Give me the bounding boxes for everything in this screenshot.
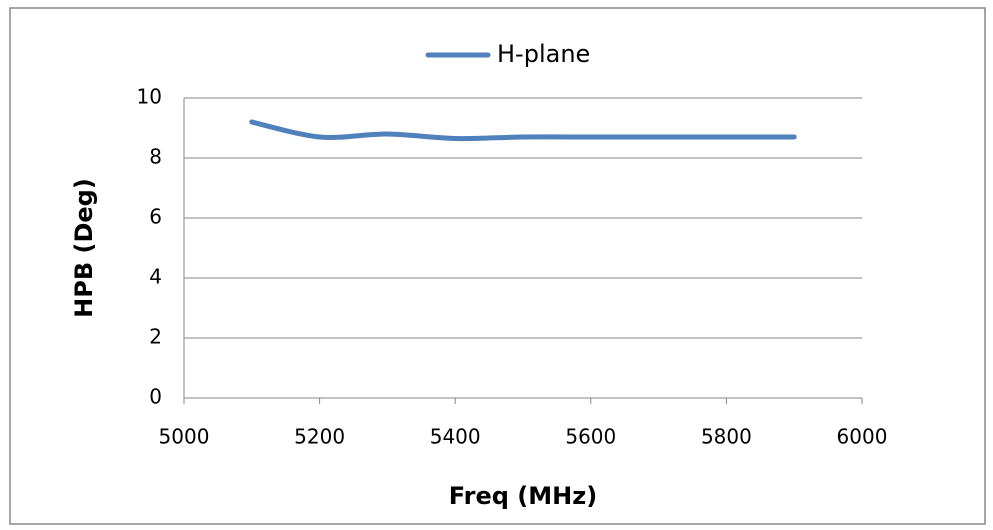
x-tick-label: 5200 [294,425,345,449]
y-tick-label: 0 [149,385,162,409]
data-line [249,119,797,142]
chart-border [9,7,986,525]
legend-label: H-plane [497,40,590,68]
y-tick-label: 2 [149,325,162,349]
x-tick-label: 5000 [159,425,210,449]
y-tick-label: 6 [149,205,162,229]
x-tick-label: 6000 [837,425,888,449]
x-tick-label: 5400 [430,425,481,449]
x-axis-title: Freq (MHz) [449,482,597,510]
y-tick-label: 8 [149,145,162,169]
y-tick-label: 10 [137,85,162,109]
x-tick-label: 5800 [701,425,752,449]
y-axis-title: HPB (Deg) [70,178,98,318]
y-tick-label: 4 [149,265,162,289]
x-tick-label: 5600 [565,425,616,449]
